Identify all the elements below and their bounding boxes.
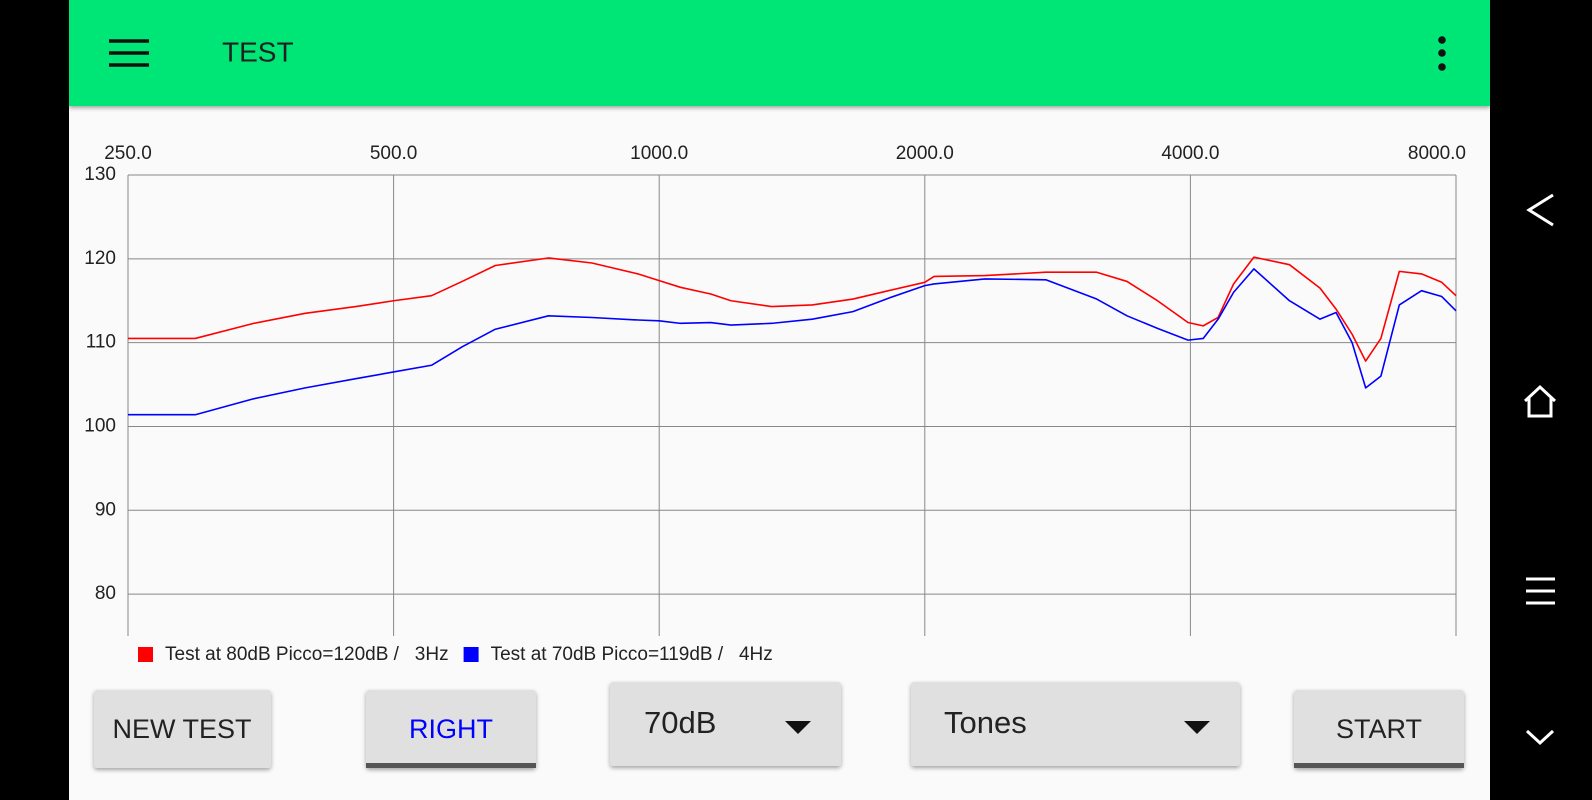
level-spinner[interactable]: 70dB: [610, 682, 841, 766]
y-tick-label: 110: [86, 332, 116, 353]
back-button[interactable]: [1526, 193, 1554, 227]
hide-button[interactable]: [1525, 729, 1555, 746]
menu-icon[interactable]: [109, 39, 149, 67]
app-bar: [69, 0, 1490, 106]
data-line: [128, 268, 1457, 416]
x-tick-label: 2000.0: [896, 143, 954, 164]
y-tick-label: 130: [84, 164, 116, 185]
y-tick-label: 90: [95, 499, 116, 520]
button-label: START: [1336, 714, 1422, 744]
app-background: [69, 0, 1490, 800]
button-label: NEW TEST: [112, 714, 251, 744]
overflow-menu[interactable]: [1438, 36, 1446, 71]
spinner-value: Tones: [944, 705, 1027, 740]
button-label: RIGHT: [409, 714, 493, 744]
ear-button[interactable]: RIGHT: [366, 690, 536, 768]
start-button[interactable]: START: [1294, 690, 1464, 768]
legend-label: Test at 70dB Picco=119dB / 4Hz: [491, 644, 773, 665]
y-tick-label: 80: [95, 583, 116, 604]
recents-button[interactable]: [1526, 577, 1555, 605]
signal-spinner[interactable]: Tones: [911, 682, 1240, 766]
x-tick-label: 1000.0: [630, 143, 688, 164]
x-tick-label: 8000.0: [1408, 143, 1466, 164]
y-tick-label: 120: [84, 248, 116, 269]
x-tick-label: 500.0: [370, 143, 418, 164]
nav-bar: [1523, 193, 1557, 746]
x-tick-label: 250.0: [104, 143, 152, 164]
chart: 250.0 500.0 1000.0 2000.0 4000.0 8000.0 80 90 10…: [84, 143, 1466, 665]
app-title: TEST: [222, 36, 294, 67]
x-tick-label: 4000.0: [1161, 143, 1219, 164]
data-line: [128, 256, 1457, 362]
legend-label: Test at 80dB Picco=120dB / 3Hz: [165, 644, 449, 665]
home-button[interactable]: [1523, 384, 1557, 418]
legend-swatch: [138, 647, 153, 662]
new-test-button[interactable]: NEW TEST: [94, 690, 271, 768]
spinner-value: 70dB: [644, 705, 716, 740]
y-tick-label: 100: [84, 415, 116, 436]
legend-swatch: [463, 647, 479, 662]
